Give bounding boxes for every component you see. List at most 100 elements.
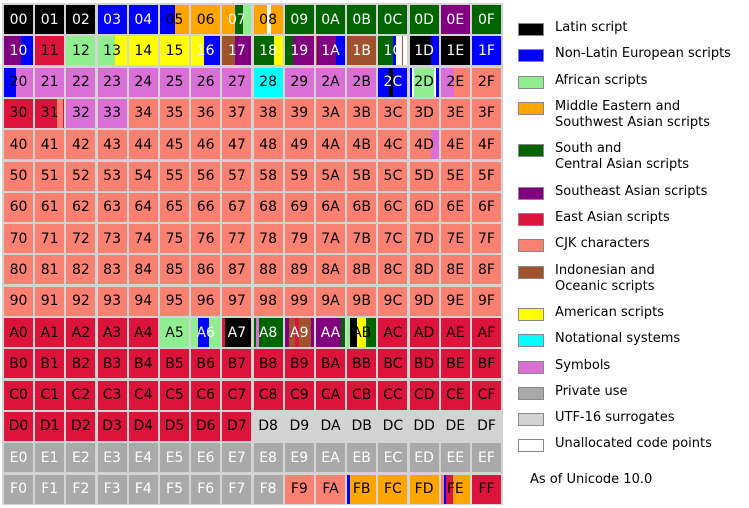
block-label: A0 — [9, 324, 28, 341]
block-segment — [284, 161, 314, 191]
block-segment — [472, 192, 501, 222]
block-label: EA — [321, 449, 340, 466]
block-label: 28 — [259, 74, 277, 91]
block-segment — [222, 5, 236, 34]
block-label: 00 — [9, 11, 28, 28]
block-segment — [316, 349, 345, 379]
block-segment — [293, 36, 314, 66]
block-label: CE — [445, 387, 465, 404]
block-label: 55 — [165, 168, 184, 184]
block-cell-A1: A1 — [35, 318, 65, 347]
block-label: 16 — [196, 42, 215, 59]
block-cell-CF: CF — [472, 380, 501, 410]
block-label: 2C — [383, 74, 403, 91]
block-cell-EB: EB — [347, 443, 377, 473]
block-segment — [191, 5, 221, 34]
block-cell-84: 84 — [128, 255, 158, 285]
block-segment — [347, 411, 377, 441]
block-cell-EE: EE — [440, 443, 470, 473]
block-segment — [97, 130, 127, 160]
block-segment — [284, 224, 314, 254]
block-cell-4D: 4D — [409, 130, 439, 160]
block-cell-B1: B1 — [35, 349, 65, 379]
block-segment — [440, 443, 470, 473]
block-segment — [440, 318, 470, 347]
block-label: 7B — [352, 230, 371, 247]
block-segment — [392, 36, 396, 66]
block-cell-AD: AD — [409, 318, 439, 347]
block-segment — [347, 67, 377, 97]
block-cell-AC: AC — [378, 318, 408, 347]
block-label: 38 — [259, 105, 277, 122]
block-segment — [174, 5, 189, 34]
block-cell-76: 76 — [191, 224, 221, 254]
block-segment — [401, 36, 404, 66]
block-label: 66 — [196, 199, 215, 216]
block-segment — [440, 192, 470, 222]
block-segment — [66, 67, 96, 97]
block-segment — [347, 36, 377, 66]
block-segment — [284, 443, 314, 473]
block-cell-BF: BF — [472, 349, 501, 379]
block-label: 82 — [71, 261, 90, 278]
block-cell-9C: 9C — [378, 286, 408, 316]
legend-item-af: African scripts — [518, 73, 647, 89]
block-label: 11 — [40, 42, 59, 59]
block-cell-3D: 3D — [409, 98, 439, 128]
block-label: FF — [478, 481, 495, 497]
block-cell-7B: 7B — [347, 224, 377, 254]
block-segment — [378, 98, 408, 128]
block-label: 9B — [352, 293, 371, 310]
block-segment — [35, 255, 65, 285]
block-cell-53: 53 — [97, 161, 127, 191]
legend-item-se: Southeast Asian scripts — [518, 184, 707, 200]
block-segment — [224, 318, 252, 347]
block-label: D0 — [8, 418, 29, 435]
block-label: E8 — [259, 449, 277, 466]
block-label: D9 — [289, 418, 310, 435]
block-segment — [128, 5, 158, 34]
block-label: A9 — [290, 324, 309, 341]
block-cell-45: 45 — [160, 130, 189, 160]
block-cell-8C: 8C — [378, 255, 408, 285]
block-segment — [191, 192, 221, 222]
block-segment — [347, 224, 377, 254]
block-segment — [409, 98, 439, 128]
block-segment — [66, 411, 96, 441]
block-segment — [409, 192, 439, 222]
block-label: 3C — [383, 105, 403, 122]
block-segment — [472, 98, 501, 128]
block-segment — [222, 286, 252, 316]
block-segment — [128, 380, 158, 410]
block-segment — [191, 474, 221, 504]
block-cell-94: 94 — [128, 286, 158, 316]
block-segment — [440, 380, 470, 410]
block-label: 5D — [414, 168, 434, 184]
block-label: 87 — [227, 261, 246, 278]
block-cell-97: 97 — [222, 286, 252, 316]
block-label: D5 — [164, 418, 185, 435]
legend-swatch — [518, 413, 544, 426]
block-cell-DE: DE — [440, 411, 470, 441]
block-cell-62: 62 — [66, 192, 96, 222]
block-segment — [258, 318, 283, 347]
block-label: 07 — [227, 11, 246, 28]
block-label: ED — [414, 449, 434, 466]
block-cell-48: 48 — [253, 130, 283, 160]
legend-label: UTF-16 surrogates — [555, 410, 675, 425]
block-cell-63: 63 — [97, 192, 127, 222]
block-cell-5B: 5B — [347, 161, 377, 191]
block-label: 94 — [134, 293, 153, 310]
block-segment — [395, 36, 402, 66]
block-segment — [128, 286, 158, 316]
legend-swatch — [518, 387, 544, 400]
block-segment — [409, 36, 432, 66]
block-label: 91 — [40, 293, 59, 310]
block-cell-28: 28 — [253, 67, 283, 97]
block-label: EC — [383, 449, 403, 466]
block-segment — [284, 192, 314, 222]
block-segment — [128, 443, 158, 473]
block-label: E9 — [290, 449, 309, 466]
block-segment — [472, 130, 501, 160]
block-segment — [222, 349, 252, 379]
